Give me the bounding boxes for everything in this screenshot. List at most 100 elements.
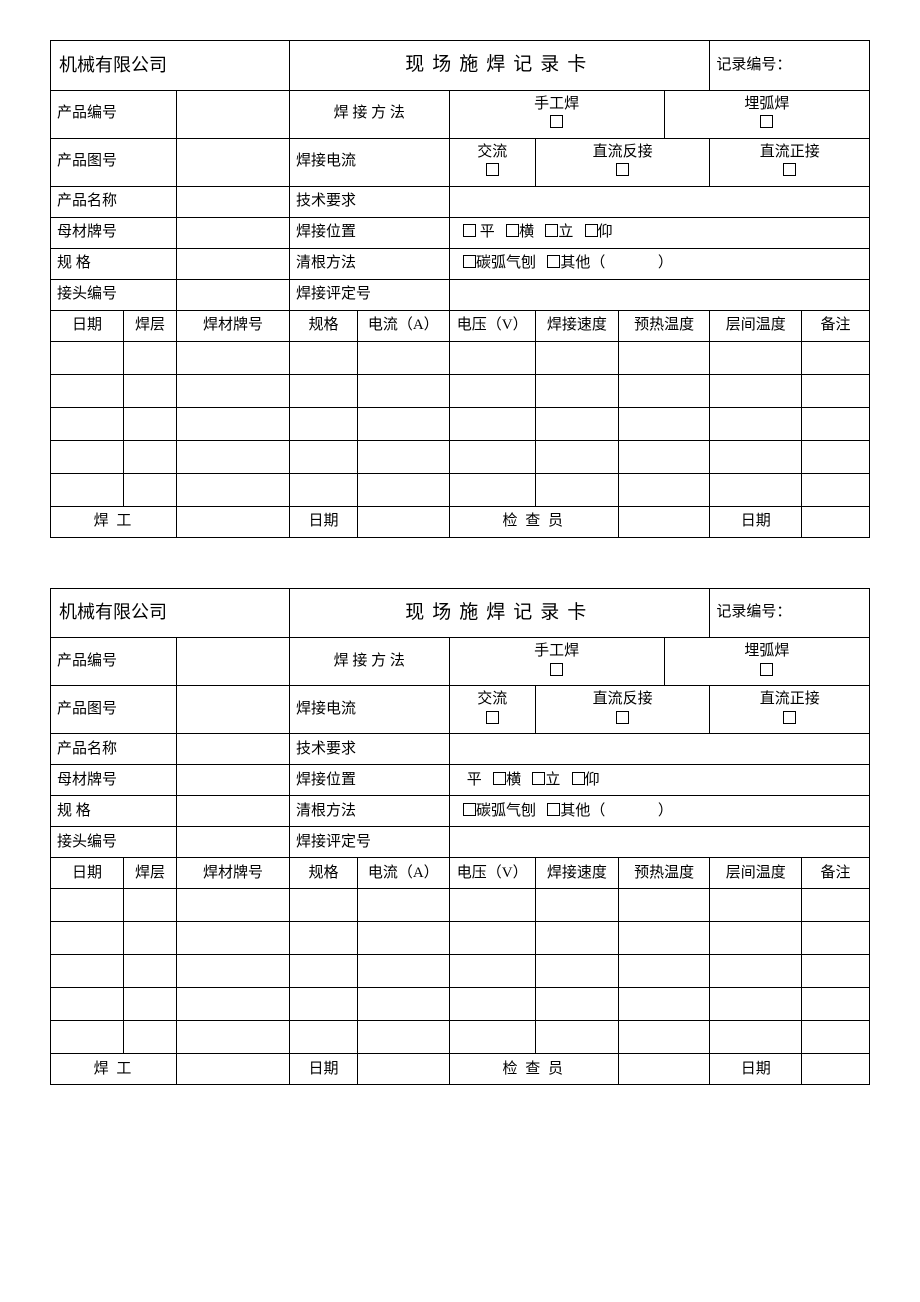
- checkbox-icon: [493, 772, 506, 785]
- checkbox-icon: [783, 163, 796, 176]
- value-joint-no: [177, 827, 290, 858]
- value-welder: [177, 1054, 290, 1085]
- label-product-name: 产品名称: [51, 734, 177, 765]
- value-base-material: [177, 217, 290, 248]
- checkbox-icon: [463, 255, 476, 268]
- data-row: [51, 473, 870, 506]
- label-weld-position: 焊接位置: [290, 765, 450, 796]
- welding-record-form-1: 机械有限公司 现场施焊记录卡 记录编号： 产品编号 焊 接 方 法 手工焊 埋弧…: [50, 40, 870, 538]
- label-tech-req: 技术要求: [290, 186, 450, 217]
- col-layer: 焊层: [124, 858, 177, 889]
- checkbox-icon: [547, 803, 560, 816]
- col-date: 日期: [51, 858, 124, 889]
- value-inspector: [618, 1054, 710, 1085]
- col-date: 日期: [51, 310, 124, 341]
- checkbox-icon: [486, 711, 499, 724]
- col-preheat: 预热温度: [618, 858, 710, 889]
- label-spec: 规 格: [51, 796, 177, 827]
- data-row: [51, 889, 870, 922]
- col-layer: 焊层: [124, 310, 177, 341]
- value-date-2: [802, 1054, 870, 1085]
- col-filler: 焊材牌号: [177, 310, 290, 341]
- label-weld-current: 焊接电流: [290, 686, 450, 734]
- value-product-drawing: [177, 138, 290, 186]
- data-row: [51, 440, 870, 473]
- option-dc-fwd: 直流正接: [710, 686, 870, 734]
- value-tech-req: [449, 734, 869, 765]
- checkbox-icon: [760, 663, 773, 676]
- data-row: [51, 374, 870, 407]
- form-title: 现场施焊记录卡: [290, 41, 710, 91]
- form-title: 现场施焊记录卡: [290, 588, 710, 638]
- label-weld-method: 焊 接 方 法: [290, 90, 450, 138]
- col-speed: 焊接速度: [535, 310, 618, 341]
- value-product-no: [177, 90, 290, 138]
- value-welder: [177, 506, 290, 537]
- checkbox-icon: [545, 224, 558, 237]
- label-joint-no: 接头编号: [51, 279, 177, 310]
- label-spec: 规 格: [51, 248, 177, 279]
- data-row: [51, 955, 870, 988]
- label-date-2: 日期: [710, 1054, 802, 1085]
- option-dc-fwd: 直流正接: [710, 138, 870, 186]
- record-no-label: 记录编号：: [710, 41, 870, 91]
- value-product-name: [177, 186, 290, 217]
- value-spec: [177, 796, 290, 827]
- label-date-2: 日期: [710, 506, 802, 537]
- data-row: [51, 1021, 870, 1054]
- company-name: 机械有限公司: [51, 41, 290, 91]
- checkbox-icon: [463, 803, 476, 816]
- label-weld-qual-no: 焊接评定号: [290, 827, 450, 858]
- value-date-1: [358, 1054, 450, 1085]
- label-weld-position: 焊接位置: [290, 217, 450, 248]
- option-subarc-weld: 埋弧焊: [664, 638, 869, 686]
- label-product-no: 产品编号: [51, 638, 177, 686]
- label-root-clean: 清根方法: [290, 248, 450, 279]
- data-row: [51, 922, 870, 955]
- col-current: 电流（A）: [358, 310, 450, 341]
- checkbox-icon: [547, 255, 560, 268]
- checkbox-icon: [760, 115, 773, 128]
- checkbox-icon: [585, 224, 598, 237]
- label-weld-qual-no: 焊接评定号: [290, 279, 450, 310]
- label-welder: 焊 工: [51, 506, 177, 537]
- checkbox-icon: [616, 711, 629, 724]
- root-clean-options: 碳弧气刨 其他（ ）: [449, 796, 869, 827]
- data-row: [51, 341, 870, 374]
- col-speed: 焊接速度: [535, 858, 618, 889]
- label-weld-method: 焊 接 方 法: [290, 638, 450, 686]
- weld-position-options: 平 横 立 仰: [449, 765, 869, 796]
- label-date-1: 日期: [290, 1054, 358, 1085]
- col-current: 电流（A）: [358, 858, 450, 889]
- data-header-row: 日期 焊层 焊材牌号 规格 电流（A） 电压（V） 焊接速度 预热温度 层间温度…: [51, 858, 870, 889]
- value-tech-req: [449, 186, 869, 217]
- label-product-drawing: 产品图号: [51, 686, 177, 734]
- label-date-1: 日期: [290, 506, 358, 537]
- checkbox-icon: [463, 224, 476, 237]
- label-product-no: 产品编号: [51, 90, 177, 138]
- checkbox-icon: [506, 224, 519, 237]
- value-product-no: [177, 638, 290, 686]
- record-no-label: 记录编号：: [710, 588, 870, 638]
- col-voltage: 电压（V）: [449, 858, 535, 889]
- value-joint-no: [177, 279, 290, 310]
- checkbox-icon: [783, 711, 796, 724]
- checkbox-icon: [532, 772, 545, 785]
- col-spec: 规格: [290, 858, 358, 889]
- option-dc-rev: 直流反接: [535, 686, 710, 734]
- col-voltage: 电压（V）: [449, 310, 535, 341]
- col-preheat: 预热温度: [618, 310, 710, 341]
- value-product-drawing: [177, 686, 290, 734]
- root-clean-options: 碳弧气刨 其他（ ）: [449, 248, 869, 279]
- option-ac: 交流: [449, 138, 535, 186]
- weld-position-options: 平 横 立 仰: [449, 217, 869, 248]
- option-manual-weld: 手工焊: [449, 638, 664, 686]
- label-weld-current: 焊接电流: [290, 138, 450, 186]
- checkbox-icon: [550, 663, 563, 676]
- welding-record-form-2: 机械有限公司 现场施焊记录卡 记录编号： 产品编号 焊 接 方 法 手工焊 埋弧…: [50, 588, 870, 1086]
- option-subarc-weld: 埋弧焊: [664, 90, 869, 138]
- value-date-2: [802, 506, 870, 537]
- col-remark: 备注: [802, 310, 870, 341]
- label-joint-no: 接头编号: [51, 827, 177, 858]
- value-inspector: [618, 506, 710, 537]
